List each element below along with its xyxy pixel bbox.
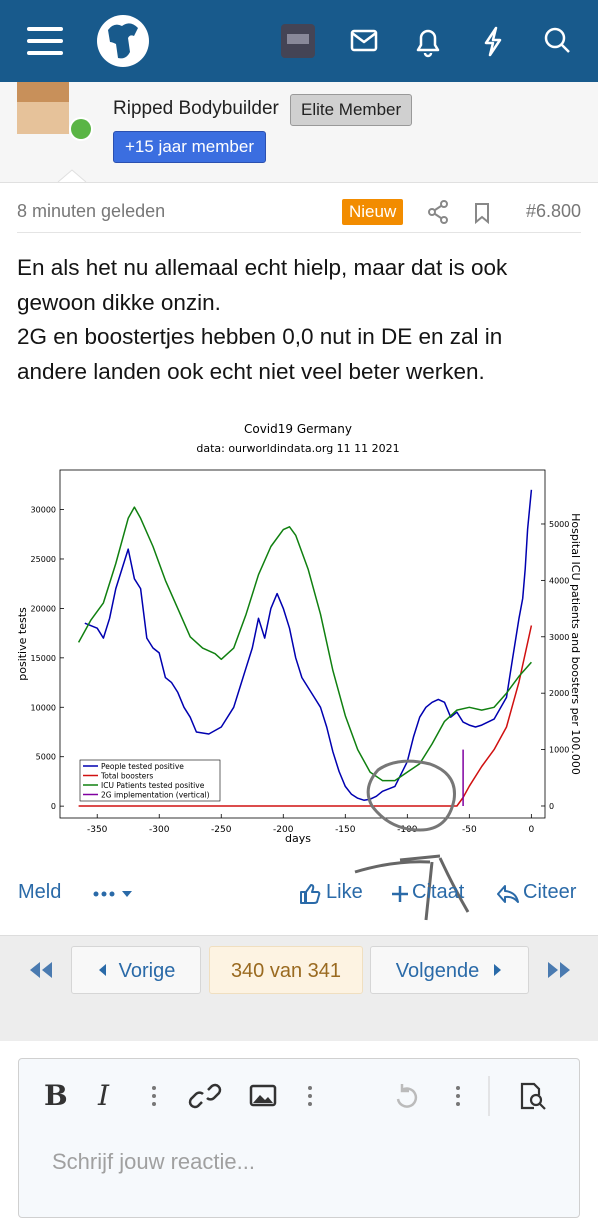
y-tick-label: 5000 xyxy=(36,753,56,762)
post-number[interactable]: #6.800 xyxy=(525,201,581,221)
chart-title: Covid19 Germany xyxy=(244,422,352,436)
y2-tick-label: 4000 xyxy=(549,576,569,585)
share-icon[interactable] xyxy=(428,200,448,224)
legend-box xyxy=(79,759,221,802)
bookmark-icon[interactable] xyxy=(475,203,489,225)
next-label: Volgende xyxy=(395,960,480,982)
x-tick-label: -250 xyxy=(211,825,232,835)
x-axis-label: days xyxy=(285,832,311,845)
series-line xyxy=(78,625,533,807)
x-tick-label: -100 xyxy=(397,825,418,835)
chart: Covid19 Germany data: ourworldindata.org… xyxy=(16,422,582,845)
y2-tick-label: 0 xyxy=(549,802,554,811)
x-tick-label: -150 xyxy=(335,825,356,835)
reply-placeholder[interactable]: Schrijf jouw reactie... xyxy=(52,1149,255,1174)
x-tick-label: -200 xyxy=(273,825,294,835)
like-button[interactable]: Like xyxy=(326,881,363,903)
italic-button[interactable]: I xyxy=(98,1079,110,1112)
editor-toolbar xyxy=(152,1076,546,1116)
legend-label: People tested positive xyxy=(101,762,184,771)
editor[interactable] xyxy=(18,1058,580,1218)
user-avatar xyxy=(17,82,93,182)
next-arrow xyxy=(494,964,502,976)
image-icon[interactable] xyxy=(249,1084,277,1107)
prev-label: Vorige xyxy=(118,960,176,982)
reply-icon[interactable] xyxy=(496,883,520,905)
x-tick-label: -350 xyxy=(87,825,108,835)
plus-icon[interactable] xyxy=(390,884,410,904)
post-time[interactable]: 8 minuten geleden xyxy=(17,201,166,221)
y-tick-label: 20000 xyxy=(31,604,56,613)
report-button[interactable]: Meld xyxy=(18,881,62,903)
post-tools xyxy=(428,200,489,225)
y-tick-label: 25000 xyxy=(31,555,56,564)
legend-label: Total boosters xyxy=(100,772,153,781)
y2-tick-label: 3000 xyxy=(549,633,569,642)
first-page[interactable] xyxy=(28,960,54,980)
more-menu[interactable] xyxy=(92,884,136,904)
y-axis-label: positive tests xyxy=(16,607,29,681)
y2-tick-label: 2000 xyxy=(549,689,569,698)
series-line xyxy=(77,506,532,782)
last-page[interactable] xyxy=(546,960,572,980)
quote-button[interactable]: Citaat xyxy=(412,881,465,903)
y2-tick-label: 5000 xyxy=(549,520,569,529)
preview-icon[interactable] xyxy=(520,1082,546,1110)
more-dots[interactable] xyxy=(152,1086,460,1106)
link-icon[interactable] xyxy=(188,1083,222,1109)
reply-button[interactable]: Citeer xyxy=(523,881,577,903)
divider xyxy=(17,232,581,233)
y-tick-label: 15000 xyxy=(31,654,56,663)
next-button[interactable]: Volgende xyxy=(370,946,529,994)
avatar-detail xyxy=(17,102,69,134)
legend-label: 2G implementation (vertical) xyxy=(101,791,210,800)
online-dot xyxy=(71,119,91,139)
y2-axis-label: Hospital ICU patients and boosters per 1… xyxy=(569,513,582,775)
legend-label: ICU Patients tested positive xyxy=(101,781,205,790)
paragraph: En als het nu allemaal echt hielp, maar … xyxy=(17,255,508,315)
x-tick-label: -50 xyxy=(462,825,477,835)
y-tick-label: 10000 xyxy=(31,703,56,712)
bold-button[interactable]: B xyxy=(44,1079,68,1112)
chart-subtitle: data: ourworldindata.org 11 11 2021 xyxy=(196,442,399,455)
x-tick-label: 0 xyxy=(528,825,534,835)
pointer xyxy=(57,169,87,182)
x-tick-label: -300 xyxy=(149,825,170,835)
page-indicator[interactable]: 340 van 341 xyxy=(209,946,363,994)
prev-button[interactable]: Vorige xyxy=(71,946,201,994)
y-tick-label: 0 xyxy=(51,802,56,811)
prev-arrow xyxy=(98,964,106,976)
new-label: Nieuw xyxy=(342,199,404,225)
nav-icons[interactable] xyxy=(350,26,570,58)
logo[interactable] xyxy=(97,15,149,67)
user-rank: Elite Member xyxy=(290,94,413,126)
menu-icon[interactable] xyxy=(27,27,63,55)
y2-tick-label: 1000 xyxy=(549,746,569,755)
avatar-thumb-detail xyxy=(287,34,309,44)
y-tick-label: 30000 xyxy=(31,506,56,515)
header xyxy=(0,0,598,82)
paragraph: 2G en boostertjes hebben 0,0 nut in DE e… xyxy=(17,324,503,384)
like-icon[interactable] xyxy=(298,882,322,906)
user-badge: +15 jaar member xyxy=(113,131,266,163)
username[interactable]: Ripped Bodybuilder xyxy=(113,98,279,119)
undo-icon[interactable] xyxy=(396,1084,418,1108)
series-line xyxy=(84,489,533,801)
header-icons xyxy=(27,15,570,67)
post-body: En als het nu allemaal echt hielp, maar … xyxy=(17,251,562,389)
